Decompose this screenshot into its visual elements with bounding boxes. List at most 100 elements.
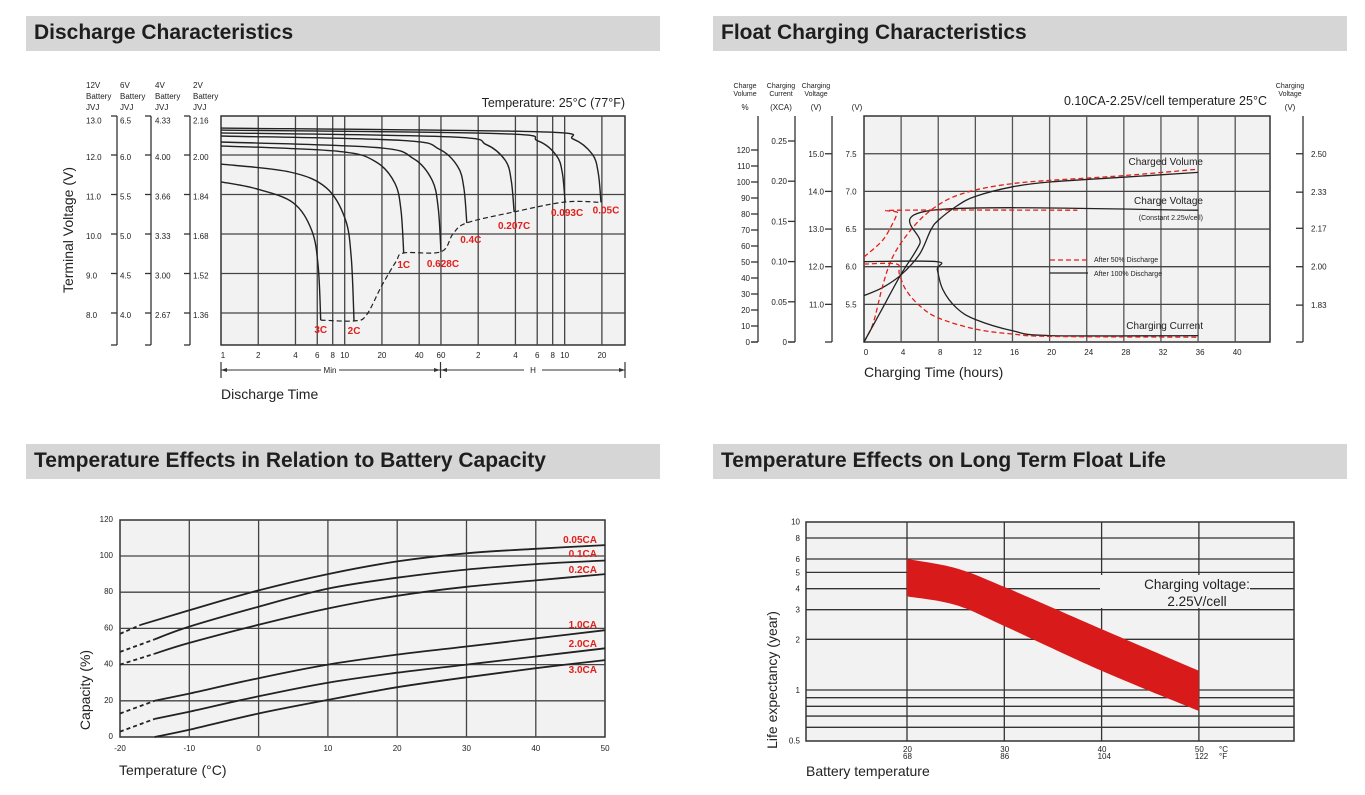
float-curve: [863, 262, 1199, 338]
unit-celsius: °C: [1219, 745, 1228, 754]
axis-header: (V): [852, 103, 863, 112]
charging-voltage-annotation: Charging voltage:: [1144, 577, 1250, 592]
charging-voltage-value: 2.25V/cell: [1167, 594, 1226, 609]
axis-header: %: [741, 103, 748, 112]
y-tick-label: 80: [104, 587, 113, 596]
y-tick-label: 60: [104, 623, 113, 632]
x-tick-label: 28: [1121, 348, 1130, 357]
y-tick-label: 7.0: [845, 187, 857, 196]
float-annotation: 0.10CA-2.25V/cell temperature 25°C: [1064, 94, 1267, 108]
x-tick-label: 20: [597, 351, 606, 360]
y-tick-label: 40: [741, 274, 750, 283]
x-tick-label: 6: [535, 351, 540, 360]
discharge-rate-label: 3C: [314, 325, 327, 336]
x-tick-label: 8: [330, 351, 335, 360]
y-tick-label: 11.0: [809, 300, 825, 309]
float-charging-header: Float Charging Characteristics: [713, 16, 1347, 51]
discharge-rate-label: 0.093C: [551, 208, 583, 219]
x-axis-label: Charging Time (hours): [864, 364, 1003, 380]
y-tick-label: 20: [104, 696, 113, 705]
axis-header: Battery: [86, 92, 111, 101]
y-tick-label: 3: [796, 606, 801, 615]
y-tick-label: 100: [100, 551, 114, 560]
y-tick-label: 20: [741, 306, 750, 315]
discharge-header: Discharge Characteristics: [26, 16, 660, 51]
x-tick-label: 4: [901, 348, 906, 357]
axis-header: (XCA): [770, 103, 792, 112]
y-tick-label: 15.0: [808, 150, 824, 159]
discharge-rate-label: 1C: [397, 260, 410, 271]
x-tick-label: 10: [560, 351, 569, 360]
y-tick-label: 0.5: [789, 737, 801, 746]
x-tick-label: 2: [476, 351, 481, 360]
discharge-title: Discharge Characteristics: [34, 21, 294, 44]
capacity-curve-extrapolated: [119, 623, 142, 635]
x-tick-label: 6: [315, 351, 320, 360]
y-tick-label: 0: [783, 338, 788, 347]
annotation-bg: [1100, 575, 1250, 608]
capacity-curve-extrapolated: [119, 699, 156, 715]
capacity-curve-0.2CA: [154, 573, 606, 655]
discharge-curve-0.628C: [220, 141, 442, 252]
y-tick-label: 0.20: [771, 177, 787, 186]
discharge-rate-label: 0.05C: [593, 205, 620, 216]
capacity-curve-extrapolated: [119, 638, 156, 653]
y-tick-label: 12.0: [86, 153, 102, 162]
discharge-curve-0.05C: [220, 127, 602, 203]
discharge-curve-0.093C: [220, 129, 566, 203]
x-tick-label: 2: [256, 351, 261, 360]
rate-label: 3.0CA: [569, 665, 597, 676]
x-axis-label: Discharge Time: [221, 386, 318, 402]
float-curve: [863, 260, 1199, 337]
x-tick-label: 16: [1010, 348, 1019, 357]
y-tick-label: 6.0: [120, 153, 132, 162]
x-tick-label: 0: [864, 348, 869, 357]
y-tick-label: 5.5: [120, 193, 132, 202]
float-life-chart: 1086543210.5206830864010450122°C°FChargi…: [764, 518, 1295, 779]
discharge-curve-1C: [220, 145, 405, 254]
y-tick-label: 3.66: [155, 193, 171, 202]
y-tick-label: 40: [104, 660, 113, 669]
y-tick-label: 11.0: [86, 193, 102, 202]
y-tick-label: 110: [737, 162, 750, 171]
axis-header: Battery: [120, 92, 145, 101]
x-tick-label: -10: [184, 744, 196, 753]
x-tick-label-fahrenheit: 68: [903, 752, 912, 761]
axis-header: JVJ: [155, 103, 168, 112]
end-voltage-curve: [320, 200, 602, 322]
y-tick-label: 30: [741, 290, 750, 299]
axis-header: (V): [1285, 103, 1296, 112]
y-tick-label: 8.0: [86, 311, 98, 320]
x-tick-label: 36: [1196, 348, 1205, 357]
capacity-curve-extrapolated: [119, 718, 156, 733]
axis-header: JVJ: [120, 103, 133, 112]
capacity-curve-0.05CA: [140, 544, 606, 626]
y-tick-label: 80: [741, 210, 750, 219]
discharge-curve-0.207C: [220, 132, 515, 212]
range-label: Min: [324, 366, 337, 375]
axis-header: Charge: [734, 83, 757, 90]
range-label: H: [530, 366, 536, 375]
x-tick-label: 1: [221, 351, 226, 360]
axis-header: Voltage: [804, 91, 827, 98]
arrowhead-left-icon: [441, 368, 447, 372]
float-curve: [863, 207, 1199, 343]
y-tick-label: 2: [796, 635, 801, 644]
life-expectancy-band: [907, 559, 1199, 712]
arrowhead-right-icon: [434, 368, 440, 372]
x-tick-label: 12: [973, 348, 982, 357]
x-tick-label-fahrenheit: 122: [1195, 752, 1209, 761]
rate-label: 2.0CA: [569, 639, 597, 650]
y-tick-label: 100: [737, 178, 751, 187]
float-life-header: Temperature Effects on Long Term Float L…: [713, 444, 1347, 479]
y-tick-label: 60: [741, 242, 750, 251]
x-axis-label: Temperature (°C): [119, 762, 227, 778]
x-tick-label: 30: [462, 744, 471, 753]
axis-header: Battery: [193, 92, 218, 101]
y-tick-label: 14.0: [808, 187, 824, 196]
range-label-bg: [321, 364, 339, 375]
capacity-curve-1.0CA: [154, 629, 606, 702]
y-tick-label: 5: [796, 568, 801, 577]
y-tick-label: 2.00: [193, 153, 209, 162]
